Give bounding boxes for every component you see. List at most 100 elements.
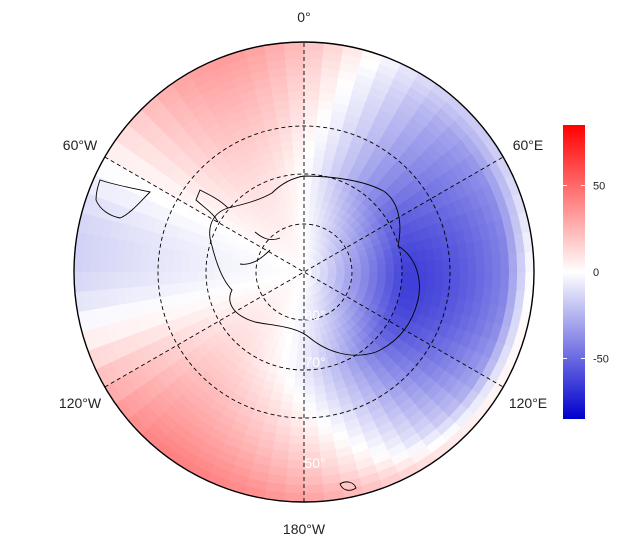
field-cell xyxy=(164,259,174,273)
field-cell xyxy=(289,427,305,437)
field-cell xyxy=(475,271,486,289)
field-cell xyxy=(205,271,215,281)
island-outline xyxy=(339,481,357,491)
field-cell xyxy=(122,271,133,289)
field-cell xyxy=(303,82,321,93)
field-cell xyxy=(312,165,323,176)
field-cell xyxy=(290,418,305,429)
field-cell xyxy=(310,344,319,355)
field-cell xyxy=(400,280,411,291)
field-cell xyxy=(303,328,311,339)
field-cell xyxy=(303,49,324,60)
field-cell xyxy=(450,258,461,273)
field-cell xyxy=(98,271,108,291)
field-cell xyxy=(303,410,318,421)
field-cell xyxy=(442,258,453,273)
field-cell xyxy=(328,268,338,273)
field-cell xyxy=(312,157,325,168)
field-cell xyxy=(290,410,305,421)
field-cell xyxy=(377,264,387,273)
field-cell xyxy=(303,115,318,126)
field-cell xyxy=(114,271,125,289)
field-cell xyxy=(294,164,305,175)
field-cell xyxy=(297,337,305,347)
latitude-circle xyxy=(205,173,403,371)
lat-label-80: 80° xyxy=(304,307,325,323)
field-cell xyxy=(303,140,316,150)
field-cell xyxy=(508,271,518,291)
field-cell xyxy=(114,255,125,273)
field-cell xyxy=(312,368,323,379)
field-cell xyxy=(467,256,477,273)
field-cell xyxy=(303,189,312,199)
field-cell xyxy=(418,260,428,273)
field-cell xyxy=(303,123,318,134)
colorbar-ticks: 50 0 -50 xyxy=(563,181,609,365)
field-cell xyxy=(360,265,371,273)
field-cell xyxy=(285,165,296,176)
field-cell xyxy=(285,476,305,486)
field-cell xyxy=(303,132,317,142)
lon-label-0: 0° xyxy=(297,9,310,25)
field-cell xyxy=(221,264,231,273)
field-cell xyxy=(285,368,296,379)
field-cell xyxy=(290,198,299,208)
field-cell xyxy=(288,435,305,445)
field-cell xyxy=(303,369,314,380)
field-cell xyxy=(385,271,395,281)
field-cell xyxy=(426,271,436,284)
latitude-circle xyxy=(255,223,353,321)
field-cell xyxy=(450,271,461,286)
field-cell xyxy=(467,271,477,288)
field-cell xyxy=(172,260,182,273)
field-cell xyxy=(90,253,100,273)
field-cell xyxy=(147,258,158,273)
ice-shelf-outline xyxy=(239,231,281,265)
field-cell xyxy=(81,252,92,273)
field-cell xyxy=(303,443,321,454)
lon-label-180w: 180°W xyxy=(283,521,326,537)
field-cell xyxy=(303,164,314,175)
field-cell xyxy=(155,258,166,273)
field-cell xyxy=(237,271,248,279)
field-cell xyxy=(459,257,469,273)
field-cell xyxy=(303,107,319,117)
antarctica-coastline xyxy=(209,175,420,356)
field-cell xyxy=(393,263,403,273)
field-cell xyxy=(418,271,428,284)
field-cell xyxy=(230,277,240,286)
field-cell xyxy=(139,257,149,273)
field-cell xyxy=(500,271,510,291)
field-cell xyxy=(303,173,313,183)
colorbar-gradient xyxy=(563,125,585,419)
field-cell xyxy=(369,271,379,279)
field-cell xyxy=(293,156,305,166)
field-cell xyxy=(290,115,305,126)
field-cell xyxy=(292,140,305,150)
field-cell xyxy=(298,214,305,224)
field-cell xyxy=(164,271,174,285)
field-cell xyxy=(309,336,318,346)
graticule xyxy=(104,42,504,502)
field-cell xyxy=(303,90,321,101)
field-cell xyxy=(296,345,305,355)
field-cell xyxy=(303,66,323,76)
field-cell xyxy=(285,468,305,478)
field-cell xyxy=(98,253,108,273)
field-cell xyxy=(238,276,248,284)
field-cell xyxy=(369,265,379,273)
lon-label-60e: 60°E xyxy=(513,137,544,153)
field-cell xyxy=(188,271,198,283)
field-cell xyxy=(262,271,272,276)
south-america-coastline xyxy=(95,179,151,219)
field-cell xyxy=(303,435,320,445)
field-cell xyxy=(303,197,311,207)
field-cell xyxy=(287,181,298,192)
field-cell xyxy=(279,271,288,275)
field-cell xyxy=(401,262,412,273)
field-cell xyxy=(303,386,316,396)
field-cell xyxy=(292,386,305,396)
field-cell xyxy=(283,42,305,52)
field-cell xyxy=(524,271,534,293)
